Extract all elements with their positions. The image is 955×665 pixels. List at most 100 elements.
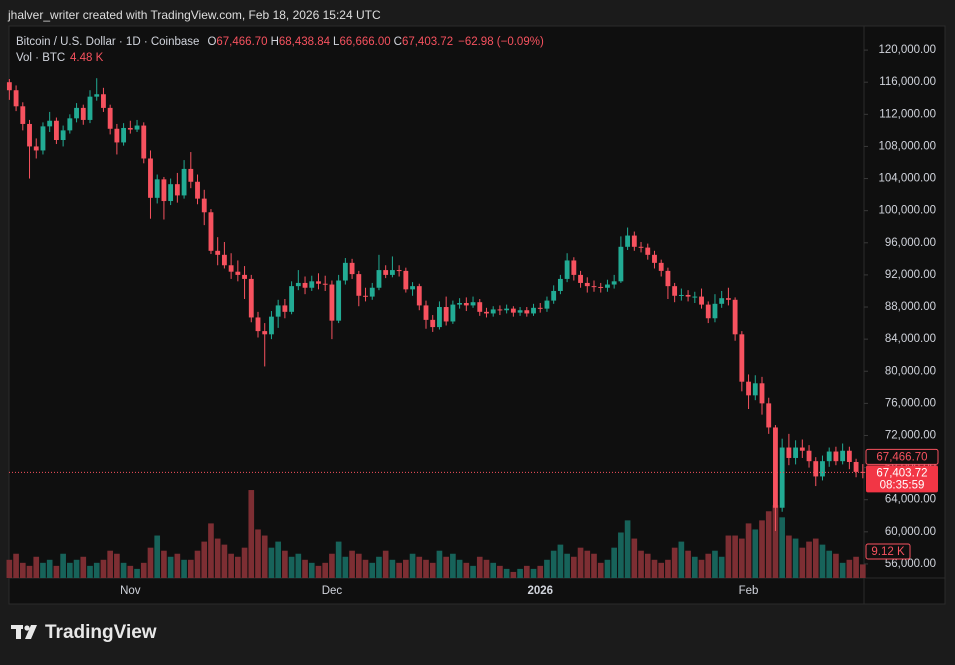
candle-body [215,250,221,255]
volume-bar [718,556,725,578]
volume-bar [26,565,33,578]
volume-bar [288,556,295,578]
candle-body [524,310,530,314]
ohlc-legend: O 67,466.70 H 68,438.84 L 66,666.00 C 67,403.72… [207,36,544,48]
volume-bar [819,544,826,578]
candle-body [195,181,200,199]
x-tick-label: Dec [322,585,343,597]
candle-body [443,307,449,322]
candle-body [497,309,503,311]
volume-bar [799,547,806,578]
volume-bar [161,550,167,578]
candle-body [188,168,194,182]
candle-body [732,299,738,335]
candle-body [510,308,516,313]
logo-text: TradingView [45,622,157,643]
y-tick-label: 64,000.00 [885,494,936,506]
volume-bar [416,556,423,578]
candle-body [127,127,133,130]
volume-bar [745,523,752,578]
volume-bar [833,553,839,578]
candle-body [336,280,342,321]
x-tick-label: Feb [739,585,759,597]
candle-body [531,307,536,314]
ohlc-key: C [394,36,402,48]
volume-bar [859,564,866,578]
candle-body [437,307,442,328]
volume-bar [725,535,732,578]
volume-bar [530,568,537,578]
y-tick-label: 80,000.00 [885,365,936,377]
volume-bar [80,556,87,578]
candle-body [537,307,543,309]
volume-bar [349,550,355,578]
volume-bar [60,553,66,578]
symbol: Bitcoin / U.S. Dollar · 1D · Coinbase [16,36,199,48]
candle-body [638,246,644,248]
candle-body [201,198,207,213]
candle-body [826,451,832,462]
candle-body [322,283,328,285]
volume-bar [282,550,288,578]
candle-body [342,262,348,281]
volume-bar [497,565,503,578]
y-tick-label: 120,000.00 [878,44,936,56]
volume-bar [342,556,349,578]
candle-body [107,107,113,129]
y-tick-label: 88,000.00 [885,301,936,313]
y-tick-label: 92,000.00 [885,269,936,281]
volume-bar [846,559,853,578]
candle-body [571,260,577,275]
volume-bar [671,547,678,578]
volume-bar [295,553,302,578]
candle-body [363,295,368,297]
candle-body [591,286,597,288]
candle-body [40,126,46,151]
candle-body [269,316,274,335]
volume-bar [423,559,429,578]
volume-bar [194,550,201,578]
volume-bar [698,559,705,578]
volume-bar [490,562,497,578]
logo-slash [25,625,37,639]
volume-bar [255,529,261,578]
prev-price-box [865,448,939,465]
volume-bar [443,556,449,578]
volume-bar [241,547,248,578]
candle-body [262,331,268,335]
volume-bar [268,547,275,578]
volume-bar [826,550,833,578]
volume-bar [759,520,765,578]
candle-body [376,270,382,288]
candle-body [665,270,671,287]
volume-bar [308,562,315,578]
y-tick-label: 112,000.00 [879,108,936,120]
logo-dot [24,625,30,631]
candle-body [544,300,550,309]
candle-body [148,158,153,198]
candle-body [101,94,106,108]
candle-body [389,270,395,275]
candle-body [692,296,698,298]
candle-body [20,106,26,124]
volume-bar [685,550,691,578]
candle-body [625,235,631,247]
candle-body [853,461,859,472]
candle-body [799,447,805,451]
candle-body [833,451,839,462]
candle-body [94,94,100,97]
volume-bar [597,562,604,578]
candle-body [410,286,415,290]
volume-bar [329,553,335,578]
candle-body [114,128,120,143]
ohlc-key: O [207,36,216,48]
volume-bar [571,556,577,578]
candle-body [564,260,570,279]
candle-body [551,290,557,301]
candle-body [584,282,590,287]
volume-bar [389,559,396,578]
candle-body [383,270,389,275]
candle-body [678,294,684,296]
volume-bar [174,553,181,578]
candle-body [282,305,288,312]
